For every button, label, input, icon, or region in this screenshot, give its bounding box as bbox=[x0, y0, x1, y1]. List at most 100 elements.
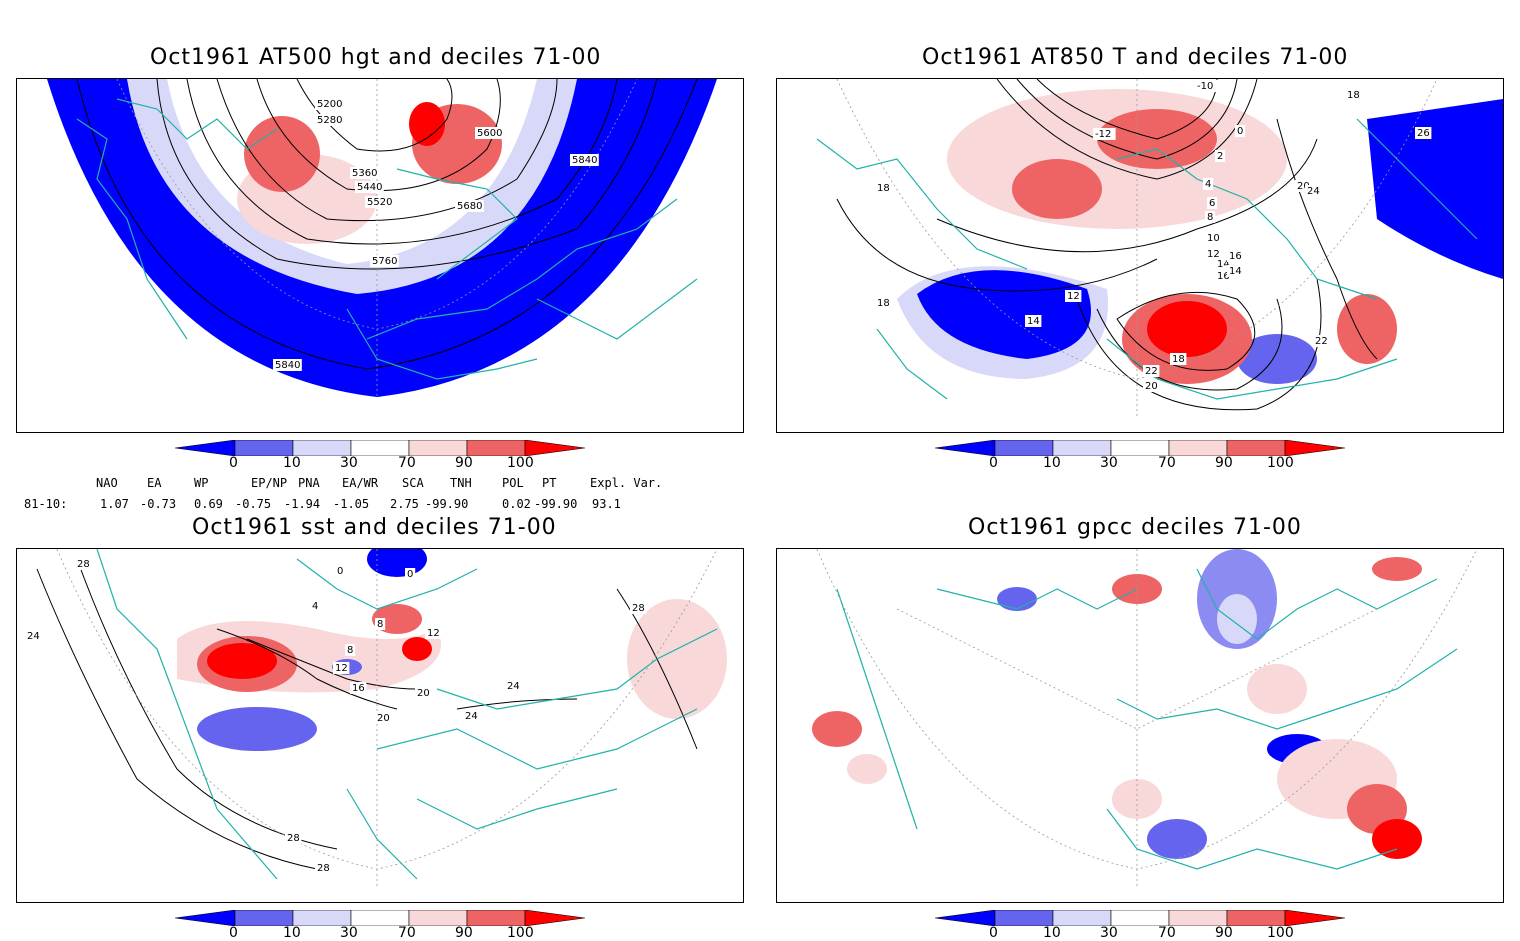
colorbar-box bbox=[1168, 909, 1228, 927]
colorbar-box bbox=[234, 909, 294, 927]
index-header-pol: POL bbox=[502, 476, 524, 490]
index-header-nao: NAO bbox=[96, 476, 118, 490]
colorbar-triangle-low bbox=[174, 909, 236, 927]
colorbar-box bbox=[1052, 439, 1112, 457]
colorbar-box bbox=[292, 909, 352, 927]
contour-label: 28 bbox=[287, 833, 300, 844]
contour-label: 24 bbox=[465, 711, 478, 722]
panel-title-hgt: Oct1961 AT500 hgt and deciles 71-00 bbox=[150, 45, 602, 70]
index-value-epnp: -0.75 bbox=[235, 497, 272, 511]
contour-label: 5760 bbox=[372, 256, 397, 267]
contour-label: 22 bbox=[1145, 366, 1158, 377]
index-value-wp: 0.69 bbox=[194, 497, 223, 511]
contour-label: 18 bbox=[877, 183, 890, 194]
colorbar-box bbox=[1168, 439, 1228, 457]
contour-label: 14 bbox=[1217, 259, 1230, 270]
contour-label: 5840 bbox=[275, 360, 300, 371]
colorbar-box bbox=[408, 909, 468, 927]
contour-label: 0 bbox=[407, 569, 413, 580]
contour-label: 10 bbox=[1207, 233, 1220, 244]
colorbar-bottom-left bbox=[174, 909, 586, 927]
map-panel-t850: -10 -12 0 2 4 6 8 10 12 14 16 18 18 18 20 22 24 26 12 14 16 1… bbox=[776, 78, 1504, 433]
contour-label: 4 bbox=[312, 601, 318, 612]
colorbar-triangle-high bbox=[1284, 439, 1346, 457]
contour-label: 5440 bbox=[357, 182, 382, 193]
colorbar-triangle-low bbox=[174, 439, 236, 457]
contour-label: 12 bbox=[427, 628, 440, 639]
colorbar-box bbox=[234, 439, 294, 457]
contour-label: 5520 bbox=[367, 197, 392, 208]
index-value-ea: -0.73 bbox=[140, 497, 177, 511]
panel-title-sst: Oct1961 sst and deciles 71-00 bbox=[192, 515, 557, 540]
contour-label: 18 bbox=[1347, 90, 1360, 101]
contour-label: 20 bbox=[417, 688, 430, 699]
colorbar-box bbox=[994, 909, 1054, 927]
contour-label: 22 bbox=[1315, 336, 1328, 347]
contour-label: 20 bbox=[1297, 181, 1310, 192]
contour-label: 14 bbox=[1027, 316, 1040, 327]
index-row-label: 81-10: bbox=[24, 497, 68, 511]
colorbar-box bbox=[350, 909, 410, 927]
deciles-red-west bbox=[244, 116, 320, 192]
contour-label: 20 bbox=[377, 713, 390, 724]
contour-label: 16 bbox=[1217, 271, 1230, 282]
contour-label: 5680 bbox=[457, 201, 482, 212]
index-value-nao: 1.07 bbox=[100, 497, 129, 511]
colorbar-box bbox=[350, 439, 410, 457]
index-header-epnp: EP/NP bbox=[251, 476, 288, 490]
contour-label: 24 bbox=[1307, 186, 1320, 197]
index-value-pna: -1.94 bbox=[284, 497, 321, 511]
deciles-red-north bbox=[1012, 159, 1102, 219]
contour-label: 16 bbox=[352, 683, 365, 694]
index-value-sca: 2.75 bbox=[390, 497, 419, 511]
index-value-tnh: -99.90 bbox=[425, 497, 469, 511]
index-value-pt: -99.90 bbox=[534, 497, 578, 511]
contour-label: 12 bbox=[1207, 249, 1220, 260]
index-header-eawr: EA/WR bbox=[342, 476, 379, 490]
contour-label: 16 bbox=[1229, 251, 1242, 262]
contour-label: 8 bbox=[347, 645, 353, 656]
index-value-explvar: 93.1 bbox=[592, 497, 621, 511]
contour-label: 2 bbox=[1217, 151, 1223, 162]
contour-label: 5280 bbox=[317, 115, 342, 126]
contour-label: 20 bbox=[1145, 381, 1158, 392]
contour-label: 12 bbox=[335, 663, 348, 674]
deciles-blue-northeast bbox=[1367, 99, 1503, 279]
contour-label: 28 bbox=[632, 603, 645, 614]
contour-label: 8 bbox=[377, 619, 383, 630]
map-panel-gpcc bbox=[776, 548, 1504, 903]
contour-label: 18 bbox=[1172, 354, 1185, 365]
colorbar-box bbox=[408, 439, 468, 457]
colorbar-box bbox=[292, 439, 352, 457]
colorbar-box bbox=[1110, 909, 1170, 927]
contour-label: 5360 bbox=[352, 168, 377, 179]
colorbar-box bbox=[1226, 439, 1286, 457]
index-value-pol: 0.02 bbox=[502, 497, 531, 511]
contour-label: 4 bbox=[1205, 179, 1211, 190]
contour-label: 28 bbox=[317, 863, 330, 874]
map-panel-hgt: 5200 5280 5360 5440 5520 5600 5680 5760 5840 5840 bbox=[16, 78, 744, 433]
contour-label: 5200 bbox=[317, 99, 342, 110]
contour-label: 5600 bbox=[477, 128, 502, 139]
colorbar-triangle-high bbox=[1284, 909, 1346, 927]
colorbar-box bbox=[994, 439, 1054, 457]
contour-label: 0 bbox=[1237, 126, 1243, 137]
deciles-blue-west bbox=[917, 270, 1091, 359]
precip-deciles-patches bbox=[812, 549, 1422, 859]
map-panel-sst: 28 24 0 0 4 8 8 12 12 16 20 20 24 24 28 28 28 bbox=[16, 548, 744, 903]
colorbar-box bbox=[1052, 909, 1112, 927]
colorbar-box bbox=[466, 439, 526, 457]
contour-label: -12 bbox=[1095, 129, 1111, 140]
colorbar-bottom-right bbox=[934, 909, 1346, 927]
contour-label: 8 bbox=[1207, 212, 1213, 223]
contour-label: 24 bbox=[507, 681, 520, 692]
contour-label: 28 bbox=[77, 559, 90, 570]
contour-label: 0 bbox=[337, 566, 343, 577]
colorbar-triangle-high bbox=[524, 439, 586, 457]
colorbar-box bbox=[466, 909, 526, 927]
index-value-eawr: -1.05 bbox=[333, 497, 370, 511]
colorbar-triangle-high bbox=[524, 909, 586, 927]
colorbar-top-left bbox=[174, 439, 586, 457]
contour-label: 12 bbox=[1067, 291, 1080, 302]
index-header-ea: EA bbox=[147, 476, 162, 490]
